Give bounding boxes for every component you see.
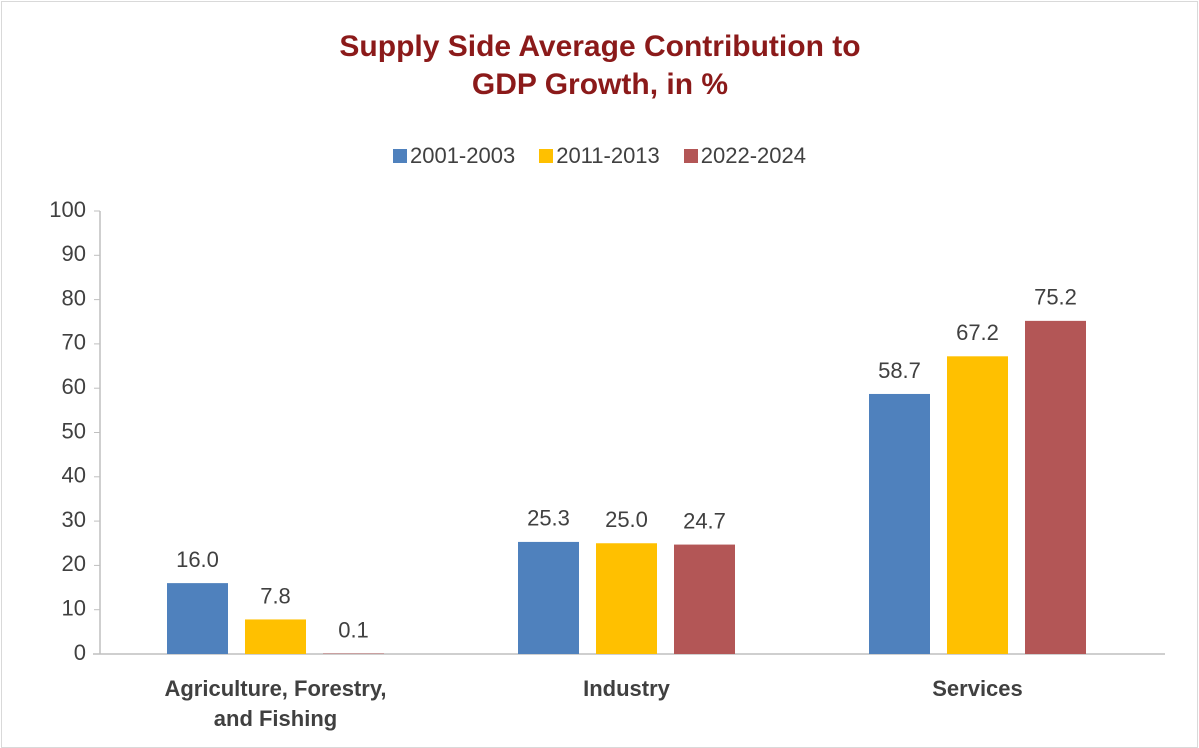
data-label: 58.7 bbox=[878, 358, 921, 383]
bar bbox=[518, 541, 579, 654]
y-tick-label: 50 bbox=[62, 418, 86, 443]
y-tick-label: 90 bbox=[62, 241, 86, 266]
x-tick-label: Industry bbox=[583, 676, 670, 701]
legend-swatch bbox=[392, 149, 407, 163]
data-label: 75.2 bbox=[1034, 285, 1077, 310]
legend-label: 2022-2024 bbox=[700, 143, 806, 168]
data-label: 0.1 bbox=[338, 617, 369, 642]
x-tick-label: Agriculture, Forestry, and Fishing bbox=[164, 676, 387, 731]
y-tick-label: 40 bbox=[62, 463, 86, 488]
bar bbox=[674, 544, 735, 654]
y-tick-label: 60 bbox=[62, 374, 86, 399]
bar bbox=[596, 543, 657, 654]
y-tick-label: 70 bbox=[62, 330, 86, 355]
legend-label: 2011-2013 bbox=[556, 143, 660, 168]
x-tick-label: Services bbox=[932, 676, 1023, 701]
bar bbox=[245, 619, 306, 654]
bar bbox=[869, 393, 930, 654]
data-label: 25.3 bbox=[527, 506, 570, 531]
bar bbox=[1025, 320, 1086, 654]
y-tick-label: 30 bbox=[62, 507, 86, 532]
data-label: 67.2 bbox=[956, 320, 999, 345]
legend: 2001-2003 2011-2013 2022-2024 bbox=[0, 143, 1199, 169]
bar bbox=[167, 583, 228, 654]
y-tick-label: 10 bbox=[62, 596, 86, 621]
y-tick-label: 20 bbox=[62, 551, 86, 576]
data-label: 24.7 bbox=[683, 508, 726, 533]
data-label: 25.0 bbox=[605, 507, 648, 532]
legend-item: 2001-2003 bbox=[392, 143, 516, 169]
y-tick-label: 80 bbox=[62, 285, 86, 310]
data-label: 16.0 bbox=[176, 547, 219, 572]
legend-item: 2011-2013 bbox=[539, 143, 660, 169]
chart-title: Supply Side Average Contribution to GDP … bbox=[339, 30, 861, 101]
legend-swatch bbox=[539, 149, 554, 163]
y-tick-label: 0 bbox=[74, 640, 86, 665]
bar bbox=[947, 356, 1008, 654]
legend-item: 2022-2024 bbox=[683, 143, 806, 169]
y-tick-label: 100 bbox=[49, 197, 86, 222]
data-label: 7.8 bbox=[260, 583, 291, 608]
legend-swatch bbox=[683, 149, 698, 163]
legend-label: 2001-2003 bbox=[409, 143, 516, 168]
